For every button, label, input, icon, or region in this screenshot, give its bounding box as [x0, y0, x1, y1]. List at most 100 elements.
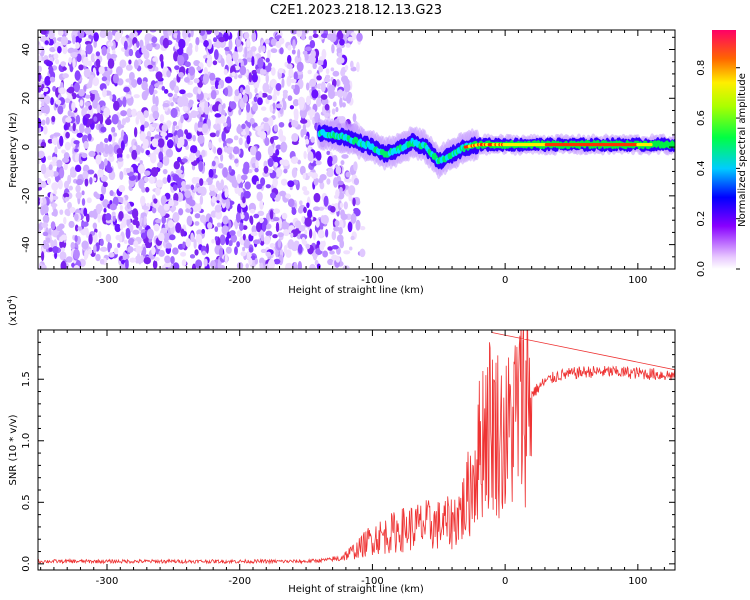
spectrogram-noise-speck [255, 150, 262, 161]
spectrogram-noise-speck [95, 96, 101, 101]
spectrogram-noise-speck [307, 145, 311, 151]
spectrogram-noise-speck [172, 184, 178, 191]
spectrogram-noise [38, 30, 366, 269]
spectrogram-noise-speck [267, 145, 274, 157]
spectrogram-noise-speck [323, 195, 329, 207]
spectrogram-noise-speck [304, 46, 312, 52]
spectrogram-noise-speck [256, 183, 263, 190]
spectrogram-noise-speck [218, 247, 223, 258]
spectrogram-noise-speck [190, 30, 194, 38]
spectrogram-y-ticks: -40 -20 0 20 40 [21, 36, 675, 258]
spectrogram-noise-speck [216, 147, 223, 156]
spectrogram-noise-speck [197, 87, 202, 95]
spectrogram-noise-speck [74, 213, 79, 221]
spectrogram-noise-speck [203, 118, 207, 126]
spectrogram-noise-speck [178, 136, 185, 148]
spectrogram-noise-speck [100, 126, 107, 133]
spectrogram-noise-speck [52, 85, 57, 92]
spectrogram-noise-speck [172, 123, 176, 133]
spectrogram-noise-speck [117, 119, 122, 131]
spectrogram-noise-speck [193, 176, 201, 184]
spectrogram-noise-speck [58, 223, 65, 229]
spectrogram-noise-speck [78, 88, 85, 97]
spectrogram-noise-speck [81, 198, 86, 206]
spectrogram-noise-speck [81, 152, 88, 159]
spectrogram-noise-speck [42, 242, 50, 250]
signal-ridge [649, 143, 653, 147]
spectrogram-noise-speck [336, 47, 343, 54]
spectrogram-noise-speck [309, 78, 317, 87]
spectrogram-noise-speck [154, 83, 160, 88]
spectrogram-noise-speck [214, 236, 218, 241]
spectrogram-noise-speck [206, 58, 212, 68]
spectrogram-noise-speck [93, 40, 97, 48]
spectrogram-noise-speck [262, 117, 269, 123]
spectrogram-noise-speck [68, 185, 73, 191]
spectrogram-noise-speck [308, 228, 313, 239]
colorbar-gradient [712, 30, 736, 269]
spectrogram-noise-speck [48, 66, 54, 75]
spectrogram-noise-speck [143, 110, 149, 119]
spectrogram-noise-speck [347, 36, 354, 42]
spectrogram-noise-speck [44, 40, 49, 45]
spectrogram-noise-speck [270, 192, 276, 199]
spectrogram-noise-speck [141, 45, 146, 55]
spectrogram-noise-speck [239, 30, 243, 40]
spectrogram-noise-speck [138, 225, 143, 231]
spectrogram-noise-speck [189, 99, 194, 106]
spectrogram-noise-speck [335, 106, 339, 113]
spectrogram-noise-speck [40, 30, 47, 35]
spectrogram-noise-speck [173, 85, 180, 94]
spectrogram-noise-speck [251, 73, 258, 83]
spectrogram-noise-speck [114, 31, 120, 42]
spectrogram-noise-speck [236, 203, 242, 215]
spectrogram-noise-speck [125, 228, 131, 239]
spectrogram-noise-speck [260, 234, 264, 242]
spectrogram-noise-speck [305, 95, 311, 106]
spectrogram-noise-speck [59, 209, 64, 215]
spectrogram-noise-speck [291, 207, 297, 215]
spectrogram-noise-speck [254, 257, 259, 265]
spectrogram-noise-speck [92, 222, 98, 230]
spectrogram-noise-speck [246, 37, 251, 48]
spectrogram-noise-speck [327, 258, 334, 266]
spectrogram-noise-speck [331, 108, 336, 115]
spectrogram-noise-speck [299, 200, 303, 206]
spectrogram-noise-speck [85, 227, 89, 238]
spectrogram-noise-speck [40, 251, 45, 262]
spectrogram-noise-speck [152, 259, 158, 269]
spectrogram-noise-speck [42, 87, 49, 92]
spectrogram-noise-speck [267, 62, 272, 68]
colorbar: 0.0 0.2 0.4 0.6 0.8 Normalized spectral ampl… [696, 30, 748, 277]
spectrogram-noise-speck [38, 72, 41, 82]
spectrogram-noise-speck [261, 92, 268, 98]
spectrogram-noise-speck [76, 53, 82, 63]
spectrogram-noise-speck [331, 245, 339, 250]
spectrogram-noise-speck [222, 167, 228, 178]
spectrogram-noise-speck [151, 206, 157, 214]
spectrogram-noise-speck [84, 113, 91, 119]
spectrogram-noise-speck [165, 242, 172, 249]
spectrogram-noise-speck [185, 208, 192, 213]
spectrogram-noise-speck [221, 225, 229, 235]
spectrogram-noise-speck [184, 61, 191, 68]
spectrogram-noise-speck [241, 131, 247, 136]
spectrogram-noise-speck [85, 94, 91, 99]
spectrogram-noise-speck [269, 168, 273, 174]
spectrogram-noise-speck [55, 159, 63, 168]
spectrogram-noise-speck [88, 233, 93, 245]
spectrogram-noise-speck [206, 54, 212, 60]
spectrogram-noise-speck [272, 94, 277, 102]
spectrogram-noise-speck [65, 256, 73, 263]
spectrogram-noise-speck [163, 203, 170, 211]
spectrogram-noise-speck [265, 57, 270, 63]
spectrogram-noise-speck [155, 187, 161, 196]
spectrogram-noise-speck [182, 30, 188, 40]
spectrogram-noise-speck [102, 88, 107, 98]
spectrogram-noise-speck [249, 208, 256, 214]
spectrogram-noise-speck [50, 203, 58, 208]
spectrogram-noise-speck [122, 96, 127, 108]
spectrogram-noise-speck [180, 251, 187, 257]
spectrogram-noise-speck [105, 80, 110, 85]
